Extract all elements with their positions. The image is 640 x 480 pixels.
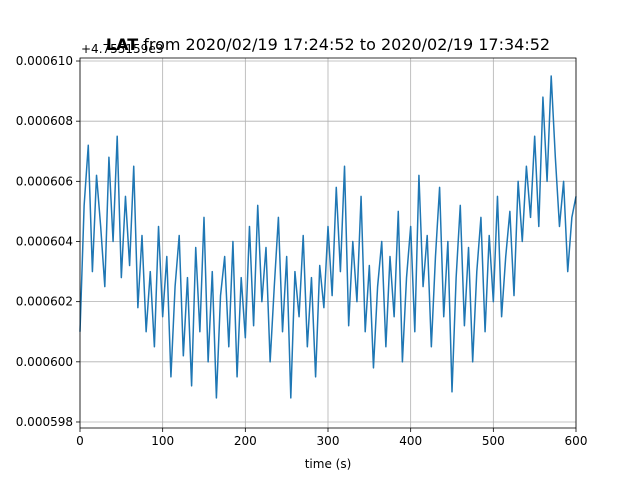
x-axis-label: time (s) — [305, 457, 352, 471]
chart-title: LAT from 2020/02/19 17:24:52 to 2020/02/… — [106, 35, 550, 54]
y-tick-label: 0.000606 — [16, 174, 73, 188]
chart-title-bold: LAT — [106, 35, 138, 54]
y-axis: 0.000598 0.000600 0.000602 0.000604 0.000606… — [16, 54, 80, 429]
series-line — [79, 75, 577, 399]
x-tick-label: 100 — [151, 434, 174, 448]
y-tick-label: 0.000610 — [16, 54, 73, 68]
y-tick-label: 0.000604 — [16, 234, 73, 248]
y-offset-label: +4.755159e3 — [81, 42, 163, 56]
y-tick-label: 0.000598 — [16, 415, 73, 429]
x-tick-label: 200 — [234, 434, 257, 448]
x-tick-label: 500 — [482, 434, 505, 448]
x-tick-label: 300 — [317, 434, 340, 448]
x-tick-label: 400 — [399, 434, 422, 448]
x-tick-label: 600 — [565, 434, 588, 448]
y-tick-label: 0.000600 — [16, 355, 73, 369]
chart-title-rest: from 2020/02/19 17:24:52 to 2020/02/19 1… — [138, 35, 550, 54]
x-tick-label: 0 — [76, 434, 84, 448]
x-axis: 0 100 200 300 400 500 600 — [76, 428, 587, 448]
y-tick-label: 0.000602 — [16, 295, 73, 309]
y-tick-label: 0.000608 — [16, 114, 73, 128]
